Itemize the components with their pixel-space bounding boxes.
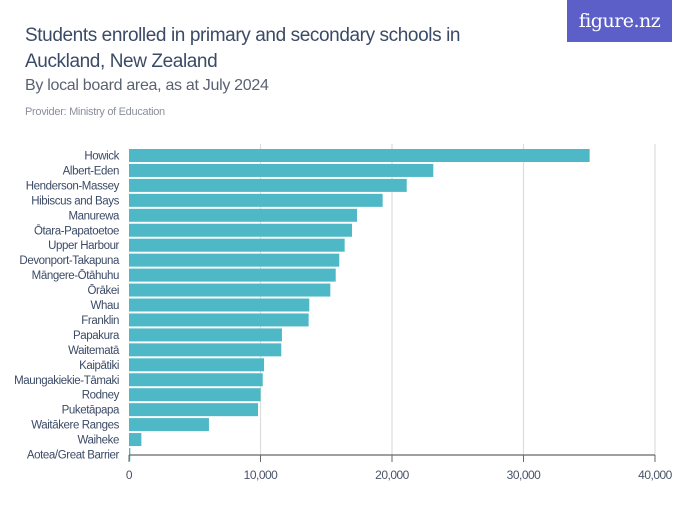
category-label: Ōrākei xyxy=(88,285,119,297)
category-label: Kaipātiki xyxy=(79,360,119,372)
category-label: Waiheke xyxy=(77,435,119,447)
category-label: Papakura xyxy=(73,330,120,342)
category-label: Rodney xyxy=(82,390,120,402)
bar xyxy=(129,388,261,402)
category-label: Maungakiekie-Tāmaki xyxy=(14,375,119,387)
bar xyxy=(129,223,353,237)
figure-nz-logo[interactable]: figure.nz xyxy=(567,0,672,42)
bar xyxy=(129,149,590,162)
bar xyxy=(129,253,340,267)
category-label: Aotea/Great Barrier xyxy=(27,450,120,462)
category-label: Puketāpapa xyxy=(62,405,120,417)
bar xyxy=(129,313,309,327)
category-label: Waitematā xyxy=(68,345,120,357)
category-label: Manurewa xyxy=(69,210,120,222)
x-tick-label: 40,000 xyxy=(638,468,673,482)
bar xyxy=(129,433,142,447)
category-label: Upper Harbour xyxy=(48,240,119,252)
x-tick-label: 30,000 xyxy=(507,468,542,482)
bar xyxy=(129,403,259,417)
category-label: Henderson-Massey xyxy=(26,180,120,192)
bar xyxy=(129,283,331,297)
bar xyxy=(129,298,310,312)
bar xyxy=(129,373,263,387)
x-tick-label: 0 xyxy=(126,468,133,482)
bar xyxy=(129,268,336,282)
category-label: Devonport-Takapuna xyxy=(19,255,120,267)
x-tick-label: 20,000 xyxy=(375,468,410,482)
chart-title: Students enrolled in primary and seconda… xyxy=(25,25,461,72)
category-label: Ōtara-Papatoetoe xyxy=(34,225,119,237)
bar xyxy=(129,193,383,207)
chart-subtitle: By local board area, as at July 2024 xyxy=(25,77,269,94)
bar xyxy=(129,163,434,177)
category-label: Hibiscus and Bays xyxy=(31,195,119,207)
bar xyxy=(129,178,407,192)
category-label: Albert-Eden xyxy=(63,165,119,177)
logo-text: figure.nz xyxy=(578,10,661,32)
category-label: Waitākere Ranges xyxy=(31,420,119,432)
category-label: Franklin xyxy=(81,315,119,327)
bar xyxy=(129,328,282,342)
bar xyxy=(129,358,265,372)
bar xyxy=(129,238,345,252)
category-label: Howick xyxy=(84,151,119,163)
category-label: Māngere-Ōtāhuhu xyxy=(32,270,119,282)
bar xyxy=(129,418,209,432)
data-provider: Provider: Ministry of Education xyxy=(25,106,165,118)
category-label: Whau xyxy=(91,300,119,312)
bar xyxy=(129,343,282,357)
bar xyxy=(129,208,358,222)
x-tick-label: 10,000 xyxy=(244,468,279,482)
